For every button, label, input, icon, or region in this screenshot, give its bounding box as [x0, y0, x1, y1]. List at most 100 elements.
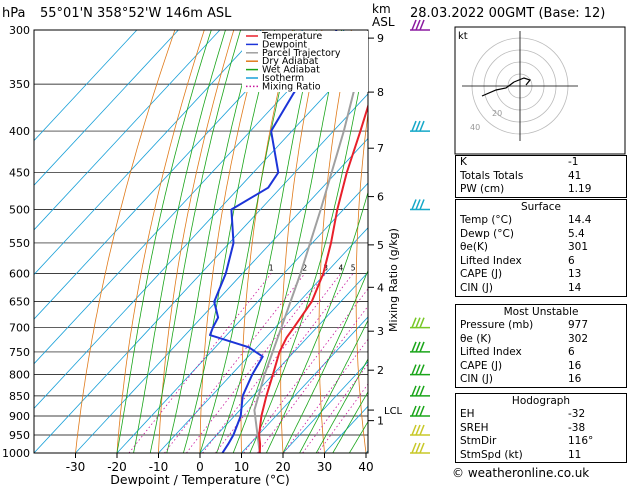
- km-tick-label: 5: [377, 239, 384, 252]
- hodograph-row: StmSpd (kt) 11: [456, 449, 626, 463]
- km-tick-label: 4: [377, 281, 384, 294]
- isotherm-line: [34, 30, 221, 231]
- background-lines: 1 2 3 4 5 8 10 15 20 25: [34, 30, 449, 453]
- index-label: PW (cm): [460, 183, 505, 196]
- hodograph-unit-label: kt: [458, 31, 468, 42]
- hodograph-label: StmSpd (kt): [460, 448, 523, 461]
- mixing-ratio-line: [302, 363, 368, 453]
- surface-label: CAPE (J): [460, 268, 503, 281]
- hodograph-row: StmDir 116°: [456, 435, 626, 449]
- pressure-tick-label: 300: [9, 24, 30, 37]
- legend-label: Parcel Trajectory: [262, 48, 341, 59]
- isotherm-line: [158, 227, 368, 453]
- most-unstable-label: θe (K): [460, 332, 492, 345]
- isotherm-line: [282, 361, 368, 453]
- surface-label: CIN (J): [460, 281, 493, 294]
- wet-adiabat: [133, 30, 226, 453]
- hodograph-frame: [454, 26, 626, 155]
- km-tick-label: 3: [377, 325, 384, 338]
- wet-adiabat: [216, 30, 317, 453]
- surface-row: CAPE (J) 13: [456, 268, 626, 282]
- wind-barb-flag: [415, 317, 421, 328]
- surface-label: θe(K): [460, 241, 488, 254]
- isotherm-line: [199, 271, 368, 453]
- wind-barb-flag: [411, 364, 417, 375]
- km-tick-label: 6: [377, 191, 384, 204]
- x-axis-label: Dewpoint / Temperature (°C): [110, 472, 289, 486]
- hodograph-value: 116°: [568, 435, 594, 448]
- wet-adiabat: [299, 319, 368, 453]
- mixing-ratio-line: [164, 273, 306, 453]
- datetime-title: 28.03.2022 00GMT (Base: 12): [410, 6, 606, 21]
- wind-barb-flag: [411, 442, 417, 454]
- wind-barb-flag: [415, 385, 421, 397]
- wind-barb-flag: [411, 341, 417, 353]
- pressure-unit: hPa: [2, 6, 26, 21]
- most-unstable-title: Most Unstable: [503, 306, 579, 318]
- surface-row: CIN (J) 14: [456, 282, 626, 296]
- dry-adiabat: [116, 30, 205, 453]
- wet-adiabat: [183, 30, 275, 453]
- wind-barb-flag: [415, 199, 421, 210]
- wind-barb-flag: [411, 385, 417, 397]
- x-tick-label: 10: [234, 460, 249, 474]
- hodograph-row: EH -32: [456, 408, 626, 422]
- indices-panel: K -1 Totals Totals 41 PW (cm) 1.19: [455, 155, 627, 198]
- hodograph-label: StmDir: [460, 435, 497, 448]
- surface-value: 301: [568, 241, 589, 254]
- dry-adiabat: [199, 30, 264, 453]
- most-unstable-value: 16: [568, 373, 582, 386]
- dry-adiabat: [75, 30, 176, 453]
- dry-adiabat: [355, 109, 368, 453]
- legend-label: Dry Adiabat: [262, 56, 319, 67]
- hodograph-label: EH: [460, 408, 475, 420]
- index-value: 41: [568, 169, 582, 182]
- wind-barb-flag: [415, 405, 421, 417]
- hodograph-ring-label: 20: [492, 109, 502, 118]
- index-value: 1.19: [568, 183, 592, 196]
- mixing-ratio-label: 20: [430, 264, 440, 273]
- wind-barb-flag: [419, 19, 425, 31]
- most-unstable-value: 16: [568, 359, 582, 372]
- dry-adiabat: [427, 30, 449, 453]
- wet-adiabat: [282, 269, 368, 453]
- mixing-ratio-label: 5: [351, 264, 356, 273]
- most-unstable-row: CAPE (J) 16: [456, 360, 626, 374]
- surface-row: Dewp (°C) 5.4: [456, 228, 626, 242]
- index-row: K -1: [456, 156, 626, 170]
- hodograph-ring-label: 40: [470, 123, 480, 132]
- wet-adiabat: [166, 30, 258, 453]
- credit-footer: © weatheronline.co.uk: [452, 466, 590, 480]
- profiles: [209, 30, 368, 453]
- hodograph-trace: [513, 77, 532, 86]
- wind-barb-flag: [419, 385, 425, 397]
- x-tick-label: -20: [107, 460, 127, 474]
- index-label: Totals Totals: [460, 169, 524, 182]
- legend-box: [242, 31, 368, 92]
- wind-barbs: [410, 19, 430, 454]
- pressure-tick-label: 800: [9, 369, 30, 382]
- pressure-tick-label: 850: [9, 390, 30, 403]
- isotherm-line: [34, 48, 368, 409]
- wet-adiabat: [249, 42, 368, 453]
- surface-value: 5.4: [568, 227, 585, 240]
- pressure-tick-label: 650: [9, 296, 30, 309]
- parcel-trajectory-line: [253, 31, 368, 453]
- wind-barb-flag: [415, 424, 421, 436]
- km-tick-label: 2: [377, 364, 384, 377]
- index-value: -1: [568, 156, 579, 168]
- legend-label: Mixing Ratio: [262, 81, 321, 92]
- x-tick-label: 20: [275, 460, 290, 474]
- wind-barb-flag: [415, 341, 421, 353]
- surface-value: 6: [568, 254, 575, 267]
- most-unstable-row: θe (K) 302: [456, 333, 626, 347]
- isotherm-line: [34, 93, 368, 453]
- most-unstable-label: Pressure (mb): [460, 319, 534, 331]
- isotherm-line: [34, 30, 179, 186]
- wet-adiabat: [116, 30, 212, 453]
- wind-barb-flag: [411, 199, 417, 210]
- wind-barb-flag: [415, 364, 421, 375]
- legend-label: Wet Adiabat: [262, 65, 320, 76]
